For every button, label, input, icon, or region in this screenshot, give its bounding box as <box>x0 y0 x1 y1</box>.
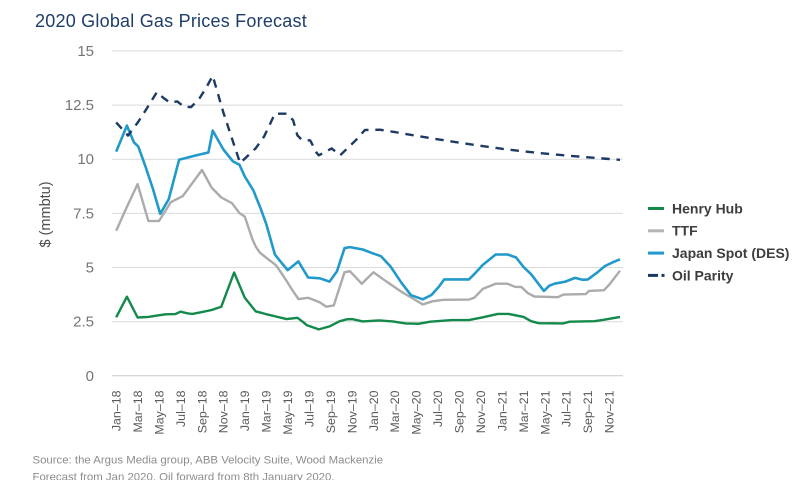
svg-text:Nov–18: Nov–18 <box>217 390 231 433</box>
svg-text:May–18: May–18 <box>152 390 166 434</box>
svg-text:Jan–20: Jan–20 <box>367 390 381 431</box>
svg-text:May–20: May–20 <box>410 390 424 434</box>
svg-text:5: 5 <box>86 260 94 277</box>
svg-text:Henry Hub: Henry Hub <box>672 200 743 216</box>
svg-text:Sep–20: Sep–20 <box>453 390 467 433</box>
svg-text:2.5: 2.5 <box>73 314 94 331</box>
svg-text:May–21: May–21 <box>538 390 552 434</box>
svg-text:Forecast from Jan 2020. Oil fo: Forecast from Jan 2020. Oil forward from… <box>33 472 335 480</box>
svg-text:15: 15 <box>77 43 94 60</box>
svg-text:$ (mmbtu): $ (mmbtu) <box>38 181 54 247</box>
svg-text:Nov–19: Nov–19 <box>345 390 359 433</box>
svg-text:Sep–19: Sep–19 <box>324 390 338 433</box>
svg-text:Jul–21: Jul–21 <box>560 390 574 427</box>
svg-text:Jan–21: Jan–21 <box>495 390 509 431</box>
svg-text:10: 10 <box>77 151 94 168</box>
svg-text:TTF: TTF <box>672 223 698 239</box>
svg-text:May–19: May–19 <box>281 390 295 434</box>
svg-text:Jan–18: Jan–18 <box>110 390 124 431</box>
svg-text:Mar–21: Mar–21 <box>517 390 531 432</box>
svg-text:Jul–20: Jul–20 <box>431 390 445 427</box>
svg-text:Oil Parity: Oil Parity <box>672 267 734 283</box>
svg-text:0: 0 <box>86 368 94 385</box>
svg-text:Jan–19: Jan–19 <box>238 390 252 431</box>
svg-text:Mar–19: Mar–19 <box>260 390 274 432</box>
svg-text:Nov–21: Nov–21 <box>603 390 617 433</box>
svg-text:Nov–20: Nov–20 <box>474 390 488 433</box>
svg-text:Japan Spot (DES): Japan Spot (DES) <box>672 245 789 261</box>
svg-text:2020 Global Gas Prices Forecas: 2020 Global Gas Prices Forecast <box>35 11 307 31</box>
svg-text:Jul–18: Jul–18 <box>174 390 188 427</box>
svg-text:Mar–20: Mar–20 <box>388 390 402 432</box>
svg-text:Jul–19: Jul–19 <box>303 390 317 427</box>
svg-text:Mar–18: Mar–18 <box>131 390 145 432</box>
svg-text:7.5: 7.5 <box>73 205 94 222</box>
svg-text:Sep–21: Sep–21 <box>581 390 595 433</box>
svg-text:12.5: 12.5 <box>65 97 94 114</box>
svg-text:Sep–18: Sep–18 <box>195 390 209 433</box>
svg-text:Source: the Argus Media group,: Source: the Argus Media group, ABB Veloc… <box>33 455 384 467</box>
